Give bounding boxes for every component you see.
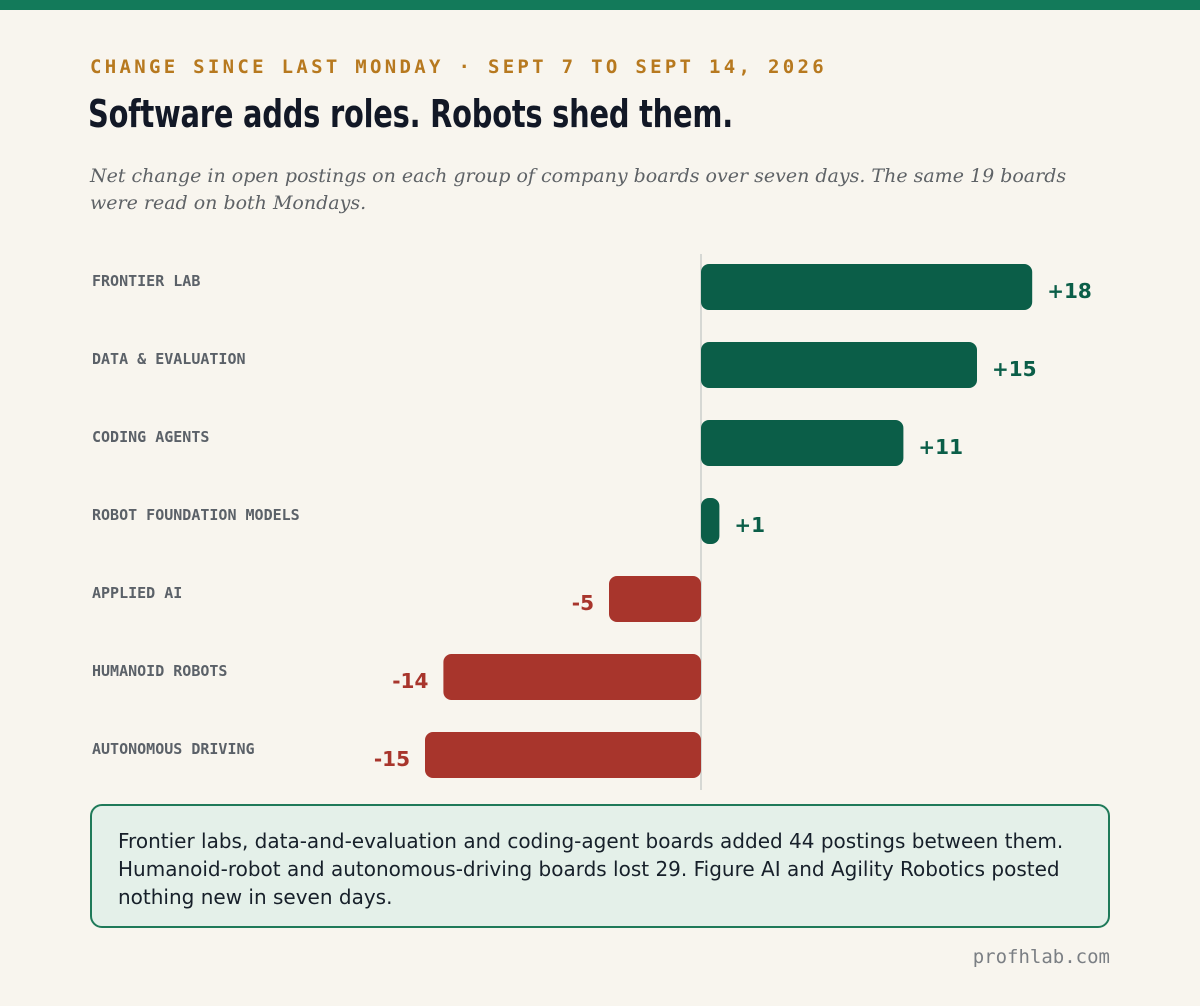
category-label-applied-ai: APPLIED AI bbox=[92, 584, 182, 602]
chart-title: Software adds roles. Robots shed them. bbox=[88, 92, 733, 136]
top-accent-bar bbox=[0, 0, 1200, 10]
bar-coding-agents bbox=[701, 420, 904, 466]
value-label-autonomous-driving: -15 bbox=[374, 747, 410, 771]
category-label-data-evaluation: DATA & EVALUATION bbox=[92, 350, 246, 368]
bar-applied-ai bbox=[609, 576, 701, 622]
source-credit: profhlab.com bbox=[972, 946, 1110, 968]
category-label-frontier-lab: FRONTIER LAB bbox=[92, 272, 200, 290]
category-label-robot-foundation-models: ROBOT FOUNDATION MODELS bbox=[92, 506, 300, 524]
category-label-humanoid-robots: HUMANOID ROBOTS bbox=[92, 662, 227, 680]
value-label-frontier-lab: +18 bbox=[1047, 279, 1092, 303]
value-label-coding-agents: +11 bbox=[918, 435, 963, 459]
bar-data-evaluation bbox=[701, 342, 977, 388]
chart-subtitle: Net change in open postings on each grou… bbox=[90, 165, 1067, 214]
value-label-applied-ai: -5 bbox=[572, 591, 594, 615]
kicker: CHANGE SINCE LAST MONDAY · SEPT 7 TO SEP… bbox=[90, 56, 827, 78]
callout-text: Frontier labs, data-and-evaluation and c… bbox=[118, 829, 1064, 909]
bar-autonomous-driving bbox=[425, 732, 701, 778]
value-label-data-evaluation: +15 bbox=[992, 357, 1037, 381]
category-label-coding-agents: CODING AGENTS bbox=[92, 428, 209, 446]
bar-chart: FRONTIER LAB +18 DATA & EVALUATION +15 CODIN… bbox=[92, 254, 1092, 790]
bar-humanoid-robots bbox=[443, 654, 701, 700]
bar-frontier-lab bbox=[701, 264, 1033, 310]
summary-callout: Frontier labs, data-and-evaluation and c… bbox=[90, 804, 1110, 928]
value-label-humanoid-robots: -14 bbox=[392, 669, 428, 693]
bar-robot-foundation-models bbox=[701, 498, 720, 544]
value-label-robot-foundation-models: +1 bbox=[734, 513, 765, 537]
category-label-autonomous-driving: AUTONOMOUS DRIVING bbox=[92, 740, 255, 758]
